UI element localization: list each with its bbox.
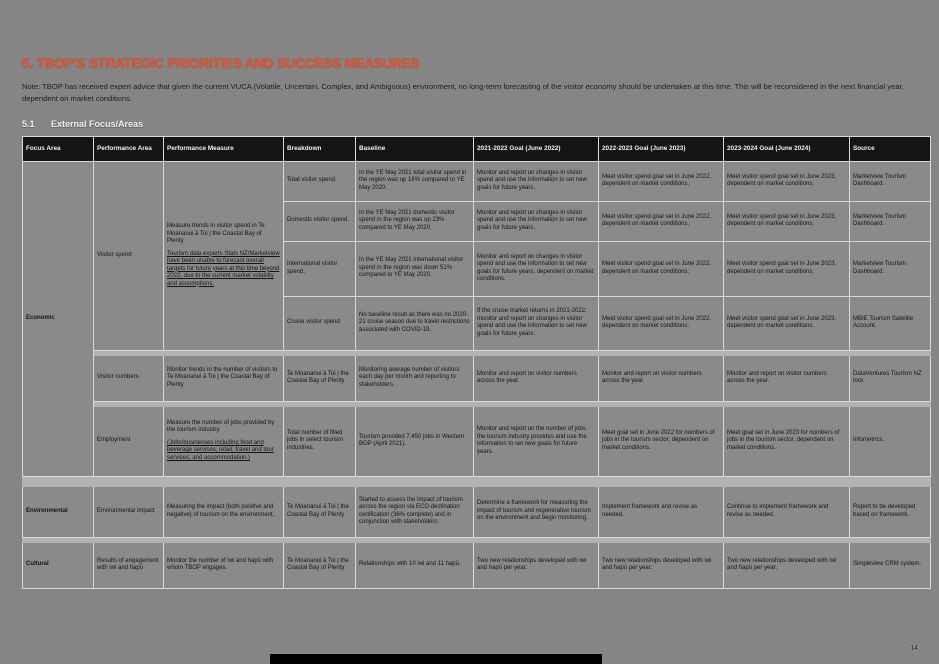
- source-cell: DataVentures Tourism NZ tool.: [849, 354, 931, 402]
- performance-area-iwi-engagement: Results of engagement with iwi and hapū: [93, 541, 164, 589]
- breakdown-cell: International visitor spend.: [283, 240, 356, 297]
- performance-area-employment: Employment: [93, 405, 164, 477]
- goal1-cell: Monitor and report on changes in visitor…: [473, 160, 599, 202]
- goal1-cell: Monitor and report on changes in visitor…: [473, 200, 599, 242]
- goal2-cell: Meet visitor spend goal set in June 2022…: [598, 240, 724, 297]
- document-page: 5. TBOP'S STRATEGIC PRIORITIES AND SUCCE…: [22, 56, 931, 589]
- focus-area-environmental: Environmental: [22, 485, 94, 538]
- measure-employment-p1: Measure the number of jobs provided by t…: [167, 419, 275, 434]
- goal2-cell: Meet visitor spend goal set in June 2022…: [598, 295, 724, 351]
- goal1-cell: Monitor and report on changes in visitor…: [473, 240, 599, 297]
- note-text: Note: TBOP has received expert advice th…: [22, 82, 904, 103]
- breakdown-cell: Total visitor spend.: [283, 160, 356, 202]
- group-separator: [22, 475, 931, 487]
- baseline-cell: In the YE May 2021 total visitor spend i…: [355, 160, 474, 202]
- source-cell: MBIE Tourism Satellite Account.: [849, 295, 931, 351]
- goal3-cell: Continue to implement framework and revi…: [723, 485, 850, 538]
- goal3-cell: Meet goal set in June 2023 for numbers o…: [723, 405, 850, 477]
- breakdown-cell: Domestic visitor spend.: [283, 200, 356, 242]
- source-cell: Simpleview CRM system.: [849, 541, 931, 589]
- source-cell: Marketview Tourism Dashboard.: [849, 160, 931, 202]
- table-row-domestic-visitor-spend: Domestic visitor spend. In the YE May 20…: [23, 200, 931, 242]
- baseline-cell: In the YE May 2021 domestic visitor spen…: [355, 200, 474, 242]
- column-header-baseline: Baseline: [355, 135, 474, 162]
- table-row-cultural: Cultural Results of engagement with iwi …: [22, 541, 931, 589]
- measure-cell: Measuring the impact (both positive and …: [163, 485, 284, 538]
- column-header-performance-area: Performance Area: [93, 135, 164, 162]
- priorities-table: Focus Area Performance Area Performance …: [22, 135, 931, 589]
- goal3-cell: Meet visitor spend goal set in June 2023…: [723, 240, 850, 297]
- goal1-cell: Determine a framework for measuring the …: [473, 485, 599, 538]
- performance-area-environmental-impact: Environmental impact: [93, 485, 164, 538]
- section-title: External Focus/Areas: [51, 118, 144, 129]
- table-header-row: Focus Area Performance Area Performance …: [22, 135, 931, 162]
- page-number: 14: [910, 645, 918, 652]
- table-row-environmental: Environmental Environmental impact Measu…: [22, 485, 931, 538]
- page-title: 5. TBOP'S STRATEGIC PRIORITIES AND SUCCE…: [22, 56, 420, 71]
- goal2-cell: Implement framework and revise as needed…: [598, 485, 724, 538]
- breakdown-cell: Te Moananui ā Toi | the Coastal Bay of P…: [283, 485, 356, 538]
- breakdown-cell: Te Moananui ā Toi | the Coastal Bay of P…: [283, 354, 356, 402]
- table-row-cruise-visitor-spend: Cruise visitor spend. No baseline result…: [23, 295, 931, 351]
- source-cell: Marketview Tourism Dashboard.: [849, 240, 931, 297]
- table-row-international-visitor-spend: International visitor spend. In the YE M…: [23, 240, 931, 297]
- measure-employment: Measure the number of jobs provided by t…: [163, 405, 284, 477]
- baseline-cell: Started to assess the impact of tourism …: [355, 485, 474, 538]
- column-header-focus-area: Focus Area: [22, 135, 94, 162]
- goal2-cell: Meet goal set in June 2022 for numbers o…: [598, 405, 724, 477]
- section-heading: 5.1 External Focus/Areas: [22, 119, 930, 129]
- goal2-cell: Meet visitor spend goal set in June 2022…: [598, 160, 724, 202]
- table-row-total-visitor-spend: Economic Visitor spend Measure trends in…: [22, 160, 931, 477]
- source-cell: Marketview Tourism Dashboard.: [849, 200, 931, 242]
- baseline-cell: Monitoring average number of visitors ea…: [355, 354, 474, 402]
- measure-cell: Monitor trends in the number of visitors…: [163, 354, 284, 402]
- goal2-cell: Meet visitor spend goal set in June 2022…: [598, 200, 724, 242]
- section-number: 5.1: [22, 118, 35, 129]
- goal2-cell: Two new relationships developed with iwi…: [598, 541, 724, 589]
- performance-area-visitor-numbers: Visitor numbers: [93, 354, 164, 402]
- focus-area-economic: Economic: [22, 160, 94, 477]
- column-header-source: Source: [849, 135, 931, 162]
- column-header-goal-2023-2024: 2023-2024 Goal (June 2024): [723, 135, 850, 162]
- goal1-cell: Two new relationships developed with iwi…: [473, 541, 599, 589]
- column-header-goal-2022-2023: 2022-2023 Goal (June 2023): [598, 135, 724, 162]
- goal3-cell: Monitor and report on visitor numbers ac…: [723, 354, 850, 402]
- performance-area-visitor-spend: Visitor spend: [93, 160, 164, 351]
- goal3-cell: Two new relationships developed with iwi…: [723, 541, 850, 589]
- measure-visitor-spend: Measure trends in visitor spend in Te Mo…: [163, 160, 284, 351]
- goal1-cell: If the cruise market returns in 2021-202…: [473, 295, 599, 351]
- measure-visitor-spend-p1: Measure trends in visitor spend in Te Mo…: [167, 223, 265, 245]
- table-row-visitor-numbers: Visitor numbers Monitor trends in the nu…: [23, 354, 931, 402]
- goal1-cell: Monitor and report on visitor numbers ac…: [473, 354, 599, 402]
- column-header-goal-2021-2022: 2021-2022 Goal (June 2022): [473, 135, 599, 162]
- table-row-employment: Employment Measure the number of jobs pr…: [23, 405, 931, 477]
- goal3-cell: Meet visitor spend goal set in June 2023…: [723, 200, 850, 242]
- measure-employment-p2: (Jobs/businesses including food and beve…: [167, 439, 274, 461]
- baseline-cell: In the YE May 2021 international visitor…: [355, 240, 474, 297]
- goal1-cell: Monitor and report on the number of jobs…: [473, 405, 599, 477]
- column-header-performance-measure: Performance Measure: [163, 135, 284, 162]
- source-cell: Report to be developed based on framewor…: [849, 485, 931, 538]
- measure-cell: Monitor the number of iwi and hapū with …: [163, 541, 284, 589]
- source-cell: Infometrics.: [849, 405, 931, 477]
- column-header-breakdown: Breakdown: [283, 135, 356, 162]
- bottom-black-bar: [270, 654, 602, 664]
- goal3-cell: Meet visitor spend goal set in June 2023…: [723, 160, 850, 202]
- goal2-cell: Monitor and report on visitor numbers ac…: [598, 354, 724, 402]
- measure-visitor-spend-p2: Tourism data experts Stats NZ/Marketview…: [167, 250, 280, 287]
- breakdown-cell: Total number of filled jobs in select to…: [283, 405, 356, 477]
- goal3-cell: Meet visitor spend goal set in June 2023…: [723, 295, 850, 351]
- baseline-cell: Tourism provided 7,450 jobs in Western B…: [355, 405, 474, 477]
- breakdown-cell: Te Moananui ā Toi | the Coastal Bay of P…: [283, 541, 356, 589]
- breakdown-cell: Cruise visitor spend.: [283, 295, 356, 351]
- baseline-cell: Relationships with 10 iwi and 11 hapū.: [355, 541, 474, 589]
- baseline-cell: No baseline result as there was no 2020-…: [355, 295, 474, 351]
- focus-area-cultural: Cultural: [22, 541, 94, 589]
